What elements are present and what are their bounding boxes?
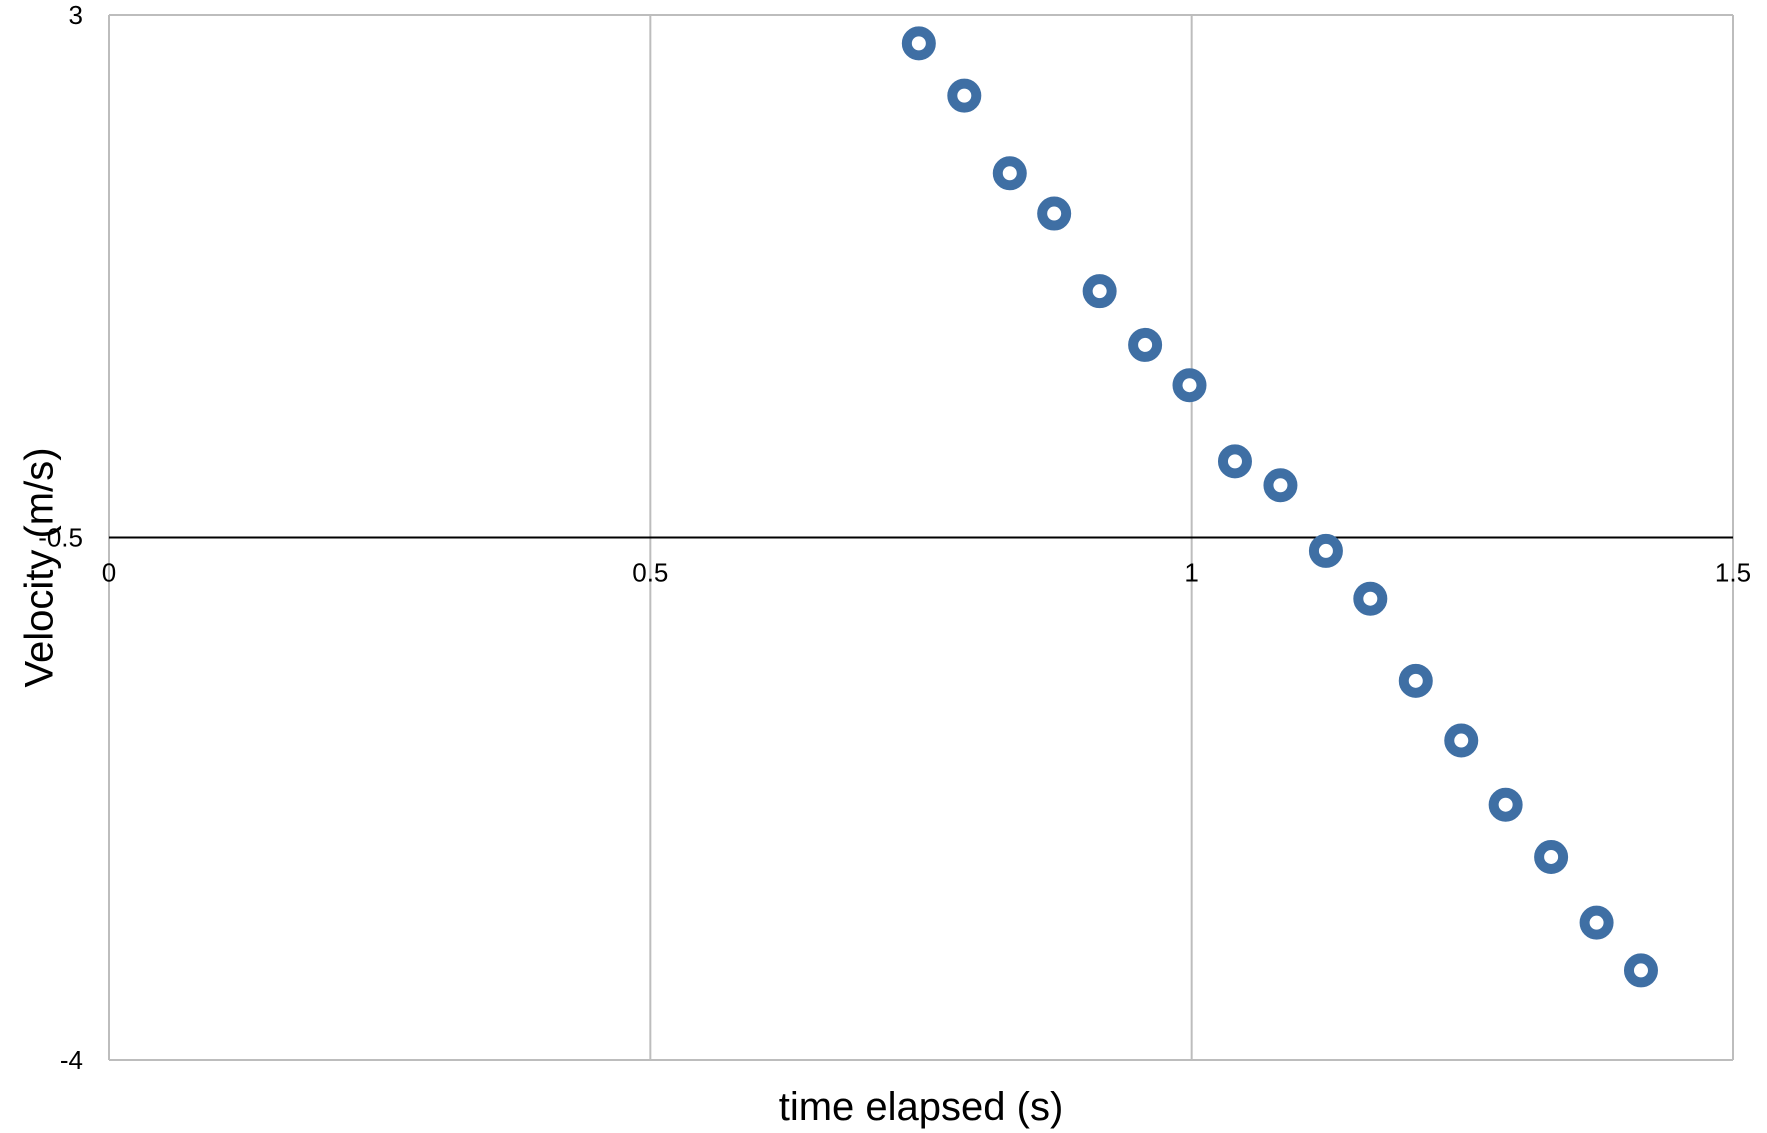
data-point <box>1353 581 1388 616</box>
data-point <box>901 26 936 61</box>
data-point <box>947 78 982 113</box>
y-tick-label: -4 <box>60 1045 83 1075</box>
y-tick-label: 3 <box>69 0 83 30</box>
data-point <box>1037 196 1072 231</box>
data-point <box>1398 663 1433 698</box>
data-point <box>992 156 1027 191</box>
data-point <box>1488 787 1523 822</box>
data-point <box>1623 953 1658 988</box>
y-axis-title: Velocity (m/s) <box>18 447 62 687</box>
data-point <box>1217 444 1252 479</box>
x-tick-label: 0 <box>102 558 116 588</box>
x-tick-label: 1.5 <box>1715 558 1751 588</box>
data-point <box>1534 839 1569 874</box>
data-point <box>1263 468 1298 503</box>
x-axis-title: time elapsed (s) <box>779 1085 1064 1129</box>
data-point <box>1128 327 1163 362</box>
data-point <box>1082 274 1117 309</box>
data-point <box>1579 905 1614 940</box>
data-point <box>1308 533 1343 568</box>
tick-labels: 0 0.5 1 1.5 -4 -0.5 3 <box>38 0 1751 1075</box>
data-points <box>901 26 1658 988</box>
data-point <box>1444 723 1479 758</box>
x-tick-label: 0.5 <box>632 558 668 588</box>
x-tick-label: 1 <box>1184 558 1198 588</box>
data-point <box>1172 368 1207 403</box>
y-tick-label: -0.5 <box>38 523 83 553</box>
